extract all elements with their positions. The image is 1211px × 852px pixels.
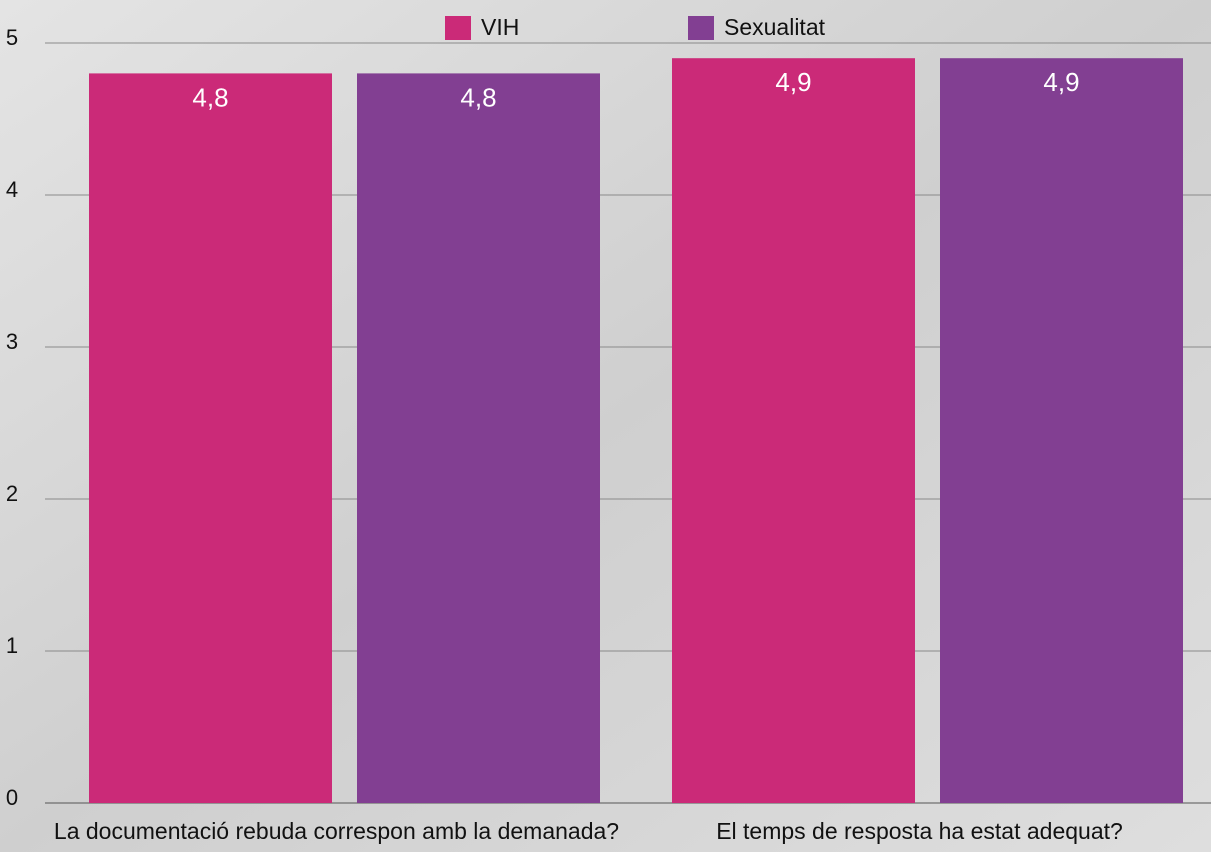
legend-label: VIH [481,14,519,40]
bar [940,58,1183,803]
bar [89,73,332,803]
value-label: 4,9 [775,67,811,97]
y-tick-label: 0 [6,785,18,810]
x-tick-label: El temps de resposta ha estat adequat? [716,818,1123,844]
y-tick-label: 1 [6,633,18,658]
y-tick-label: 4 [6,177,18,202]
legend-swatch [688,16,714,40]
y-tick-label: 5 [6,25,18,50]
legend-swatch [445,16,471,40]
value-label: 4,8 [460,82,496,112]
bar [672,58,915,803]
value-label: 4,9 [1043,67,1079,97]
y-tick-label: 2 [6,481,18,506]
x-tick-label: La documentació rebuda correspon amb la … [54,818,619,844]
bar [357,73,600,803]
y-tick-label: 3 [6,329,18,354]
legend-label: Sexualitat [724,14,826,40]
value-label: 4,8 [192,82,228,112]
